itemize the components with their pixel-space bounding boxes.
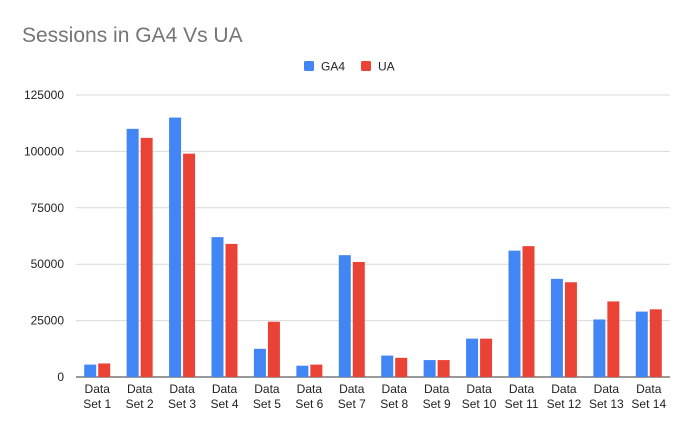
bar-ua [267,321,280,377]
bar-ga4 [466,338,479,377]
bar-ua [607,301,620,377]
legend-label-ga4: GA4 [321,60,345,74]
bar-ga4 [381,355,394,377]
bar-ua [395,357,408,377]
bar-ga4 [126,128,139,377]
x-tick-label: Data Set 4 [210,382,238,411]
bar-ua [225,243,238,377]
bar-ga4 [593,319,606,377]
bar-ua [564,282,577,377]
y-tick-label: 100000 [24,144,64,158]
x-tick-label: Data Set 8 [380,382,408,411]
x-tick-label: Data Set 11 [505,382,539,411]
x-axis: Data Set 1 Data Set 2 Data Set 3 Data Set 4 Data… [83,382,666,411]
bar-ga4 [508,250,521,377]
bar-ga4 [338,255,351,377]
x-tick-label: Data Set 5 [253,382,281,411]
legend-swatch-ga4 [304,61,314,71]
bar-ua [140,137,153,377]
bar-ua [437,360,450,377]
bar-ga4 [253,348,266,377]
legend-swatch-ua [361,61,371,71]
x-tick-label: Data Set 14 [631,382,666,411]
x-tick-label: Data Set 12 [547,382,582,411]
bar-ua [183,153,196,377]
x-tick-label: Data Set 1 [83,382,111,411]
y-axis: 0 25000 50000 75000 100000 125000 [24,88,64,384]
bar-ga4 [296,365,309,377]
y-tick-label: 125000 [24,88,64,102]
y-tick-label: 75000 [31,201,65,215]
y-tick-label: 25000 [31,314,65,328]
bars [84,117,662,377]
bar-ua [649,309,662,377]
bar-ua [522,246,535,377]
x-tick-label: Data Set 13 [589,382,624,411]
y-tick-label: 0 [57,370,64,384]
x-tick-label: Data Set 10 [462,382,497,411]
x-tick-label: Data Set 6 [295,382,323,411]
bar-ga4 [550,278,563,377]
bar-ua [310,364,323,377]
bar-ga4 [211,237,224,377]
bar-ua [480,338,493,377]
bar-ga4 [84,364,97,377]
x-tick-label: Data Set 7 [338,382,366,411]
bar-ga4 [169,117,182,377]
bar-ga4 [635,311,648,377]
x-tick-label: Data Set 3 [168,382,196,411]
x-tick-label: Data Set 2 [126,382,154,411]
gridlines [76,94,670,378]
x-tick-label: Data Set 9 [423,382,451,411]
bar-ga4 [423,360,436,377]
y-tick-label: 50000 [31,257,65,271]
bar-ua [352,261,365,377]
legend-label-ua: UA [378,60,395,74]
bar-ua [98,363,111,377]
chart-title: Sessions in GA4 Vs UA [22,24,243,47]
legend: GA4 UA [304,60,395,74]
